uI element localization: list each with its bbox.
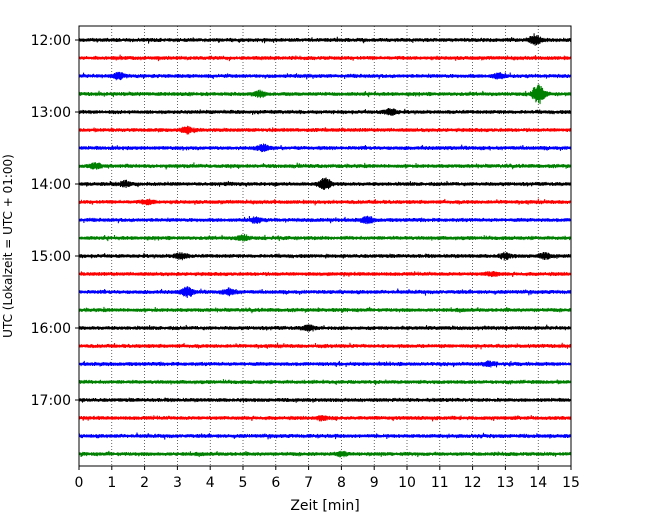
x-tick-label: 3 <box>173 475 182 491</box>
x-tick-label: 10 <box>398 475 416 491</box>
x-tick-label: 0 <box>75 475 84 491</box>
trace-1245 <box>78 84 572 105</box>
y-tick-label: 12:00 <box>31 33 71 49</box>
trace-1400 <box>78 177 572 191</box>
trace-1430 <box>78 215 572 225</box>
trace-1700 <box>78 397 572 403</box>
x-axis-title: Zeit [min] <box>290 498 359 514</box>
trace-1315 <box>78 125 572 135</box>
grid-layer <box>111 26 539 466</box>
x-tick-label: 7 <box>304 475 313 491</box>
y-tick-label: 15:00 <box>31 249 71 265</box>
x-axis: 0 1 2 3 4 5 6 7 8 9 10 11 12 13 14 15 <box>75 466 580 491</box>
y-axis-title: UTC (Lokalzeit = UTC + 01:00) <box>1 154 15 338</box>
trace-1415 <box>78 198 572 206</box>
trace-1500 <box>78 251 572 261</box>
y-tick-label: 13:00 <box>31 105 71 121</box>
trace-1530 <box>78 286 572 299</box>
trace-1615 <box>78 342 572 350</box>
x-tick-label: 12 <box>464 475 482 491</box>
y-tick-label: 17:00 <box>31 393 71 409</box>
trace-1600 <box>78 324 572 332</box>
y-tick-label: 16:00 <box>31 321 71 337</box>
trace-1715 <box>78 415 572 422</box>
trace-1200 <box>78 33 572 46</box>
x-tick-label: 13 <box>496 475 514 491</box>
trace-1545 <box>78 306 572 314</box>
x-tick-label: 11 <box>431 475 449 491</box>
trace-1345 <box>78 162 572 170</box>
trace-1645 <box>78 379 572 386</box>
x-tick-label: 8 <box>337 475 346 491</box>
trace-layer <box>78 33 572 458</box>
trace-1215 <box>78 54 572 62</box>
y-tick-label: 14:00 <box>31 177 71 193</box>
x-tick-label: 2 <box>140 475 149 491</box>
x-tick-label: 9 <box>370 475 379 491</box>
trace-1300 <box>78 108 572 117</box>
trace-1445 <box>78 233 572 242</box>
trace-1330 <box>78 143 572 153</box>
trace-1230 <box>78 71 572 81</box>
x-tick-label: 14 <box>529 475 547 491</box>
trace-1630 <box>78 360 572 368</box>
y-axis: 12:00 13:00 14:00 15:00 16:00 17:00 <box>31 33 79 409</box>
x-tick-label: 4 <box>206 475 215 491</box>
trace-1745 <box>78 450 572 458</box>
x-tick-label: 1 <box>107 475 116 491</box>
plot-frame <box>78 25 572 467</box>
x-tick-label: 5 <box>239 475 248 491</box>
trace-1515 <box>78 270 572 278</box>
trace-1730 <box>78 432 572 440</box>
x-tick-label: 15 <box>562 475 580 491</box>
x-tick-label: 6 <box>271 475 280 491</box>
